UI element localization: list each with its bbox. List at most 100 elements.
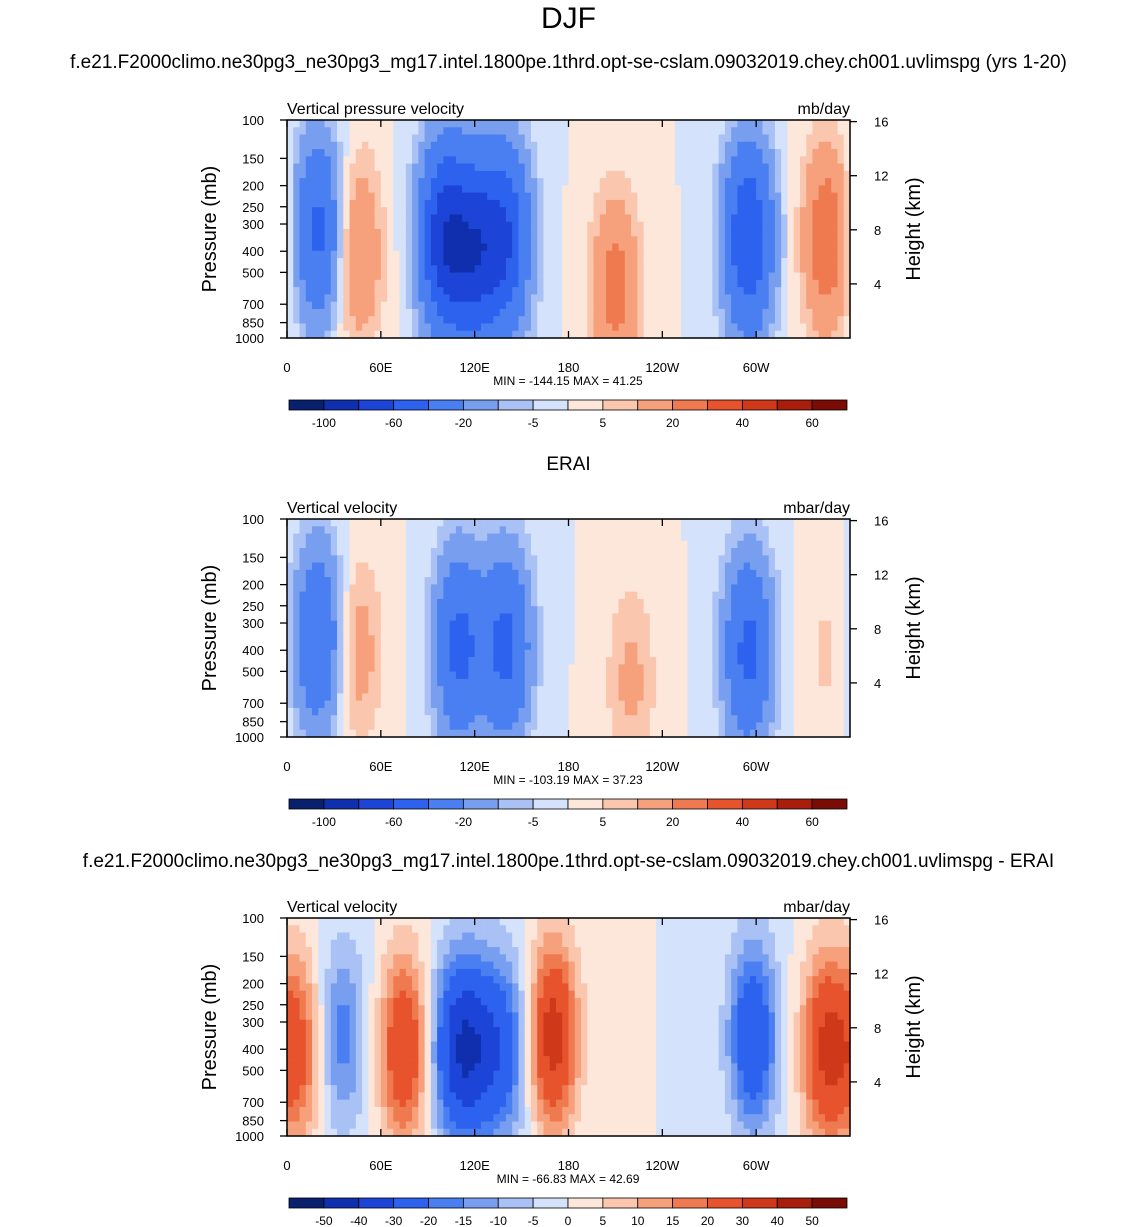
heatmap-cell	[399, 308, 407, 317]
colorbar-label: 40	[736, 416, 750, 430]
heatmap-cell	[337, 185, 344, 194]
heatmap-cell	[537, 591, 545, 600]
heatmap-cell	[362, 214, 369, 223]
heatmap-cell	[337, 258, 344, 266]
heatmap-cell	[549, 199, 557, 208]
heatmap-cell	[631, 678, 638, 687]
heatmap-cell	[662, 540, 670, 549]
heatmap-cell	[412, 606, 419, 615]
heatmap-cell	[812, 156, 820, 165]
heatmap-cell	[624, 236, 632, 245]
heatmap-cell	[374, 221, 382, 230]
heatmap-cell	[724, 657, 732, 665]
heatmap-cell	[681, 678, 688, 687]
heatmap-cell	[693, 279, 701, 288]
heatmap-cell	[599, 316, 607, 325]
heatmap-cell	[293, 199, 301, 208]
heatmap-cell	[399, 163, 407, 172]
heatmap-cell	[743, 287, 751, 295]
heatmap-cell	[618, 243, 626, 252]
heatmap-cell	[699, 649, 707, 658]
heatmap-cell	[837, 330, 845, 339]
heatmap-cell	[355, 207, 363, 216]
heatmap-cell	[656, 562, 663, 571]
heatmap-cell	[768, 156, 776, 165]
heatmap-cell	[537, 149, 545, 157]
heatmap-cell	[305, 279, 313, 288]
heatmap-cell	[549, 294, 557, 303]
heatmap-cell	[343, 671, 351, 680]
heatmap-cell	[330, 192, 338, 201]
heatmap-cell	[512, 272, 520, 281]
heatmap-cell	[749, 308, 757, 317]
heatmap-cell	[706, 642, 713, 651]
heatmap-cell	[555, 127, 563, 136]
heatmap-cell	[768, 664, 776, 673]
heatmap-cell	[405, 686, 413, 694]
heatmap-cell	[449, 163, 457, 172]
heatmap-cell	[737, 185, 745, 194]
heatmap-cell	[799, 265, 807, 274]
heatmap-cell	[612, 120, 620, 128]
heatmap-cell	[574, 519, 582, 527]
heatmap-cell	[324, 613, 332, 622]
heatmap-cell	[749, 577, 757, 585]
heatmap-cell	[499, 279, 507, 288]
heatmap-cell	[349, 308, 357, 317]
y2-tick-label: 4	[874, 277, 881, 292]
heatmap-cell	[581, 686, 588, 694]
heatmap-cell	[530, 591, 538, 600]
heatmap-cell	[837, 236, 845, 245]
heatmap-cell	[430, 598, 438, 607]
heatmap-cell	[831, 598, 839, 607]
heatmap-cell	[443, 127, 451, 136]
heatmap-cell	[449, 207, 457, 216]
heatmap-cell	[818, 229, 826, 237]
heatmap-cell	[368, 308, 376, 317]
heatmap-cell	[518, 628, 526, 636]
heatmap-cell	[524, 569, 532, 578]
heatmap-cell	[612, 569, 620, 578]
heatmap-cell	[474, 316, 482, 325]
heatmap-cell	[787, 316, 795, 325]
heatmap-cell	[462, 236, 470, 245]
heatmap-cell	[668, 258, 676, 266]
heatmap-cell	[374, 519, 382, 527]
heatmap-cell	[668, 141, 676, 150]
heatmap-cell	[806, 207, 814, 216]
heatmap-cell	[418, 519, 426, 527]
heatmap-cell	[818, 214, 826, 223]
heatmap-cell	[587, 562, 595, 571]
heatmap-cell	[487, 221, 495, 230]
heatmap-cell	[549, 635, 557, 644]
heatmap-cell	[674, 287, 682, 295]
heatmap-cell	[293, 613, 301, 622]
heatmap-cell	[524, 294, 532, 303]
heatmap-cell	[399, 569, 407, 578]
heatmap-cell	[468, 330, 476, 339]
heatmap-cell	[337, 243, 344, 252]
heatmap-cell	[568, 657, 576, 665]
heatmap-cell	[299, 141, 307, 150]
heatmap-cell	[418, 192, 426, 201]
heatmap-cell	[806, 316, 814, 325]
heatmap-cell	[368, 628, 376, 636]
heatmap-cell	[374, 628, 382, 636]
heatmap-cell	[468, 207, 476, 216]
heatmap-cell	[668, 555, 676, 564]
heatmap-cell	[512, 287, 520, 295]
heatmap-cell	[362, 533, 369, 542]
heatmap-cell	[324, 649, 332, 658]
heatmap-cell	[293, 584, 301, 593]
heatmap-cell	[562, 258, 570, 266]
heatmap-cell	[405, 221, 413, 230]
heatmap-cell	[837, 548, 845, 556]
heatmap-cell	[305, 149, 313, 157]
heatmap-cell	[562, 628, 570, 636]
heatmap-cell	[393, 250, 401, 259]
heatmap-cell	[718, 134, 726, 143]
heatmap-cell	[549, 519, 557, 527]
heatmap-cell	[718, 664, 726, 673]
heatmap-cell	[305, 628, 313, 636]
heatmap-cell	[455, 620, 463, 629]
